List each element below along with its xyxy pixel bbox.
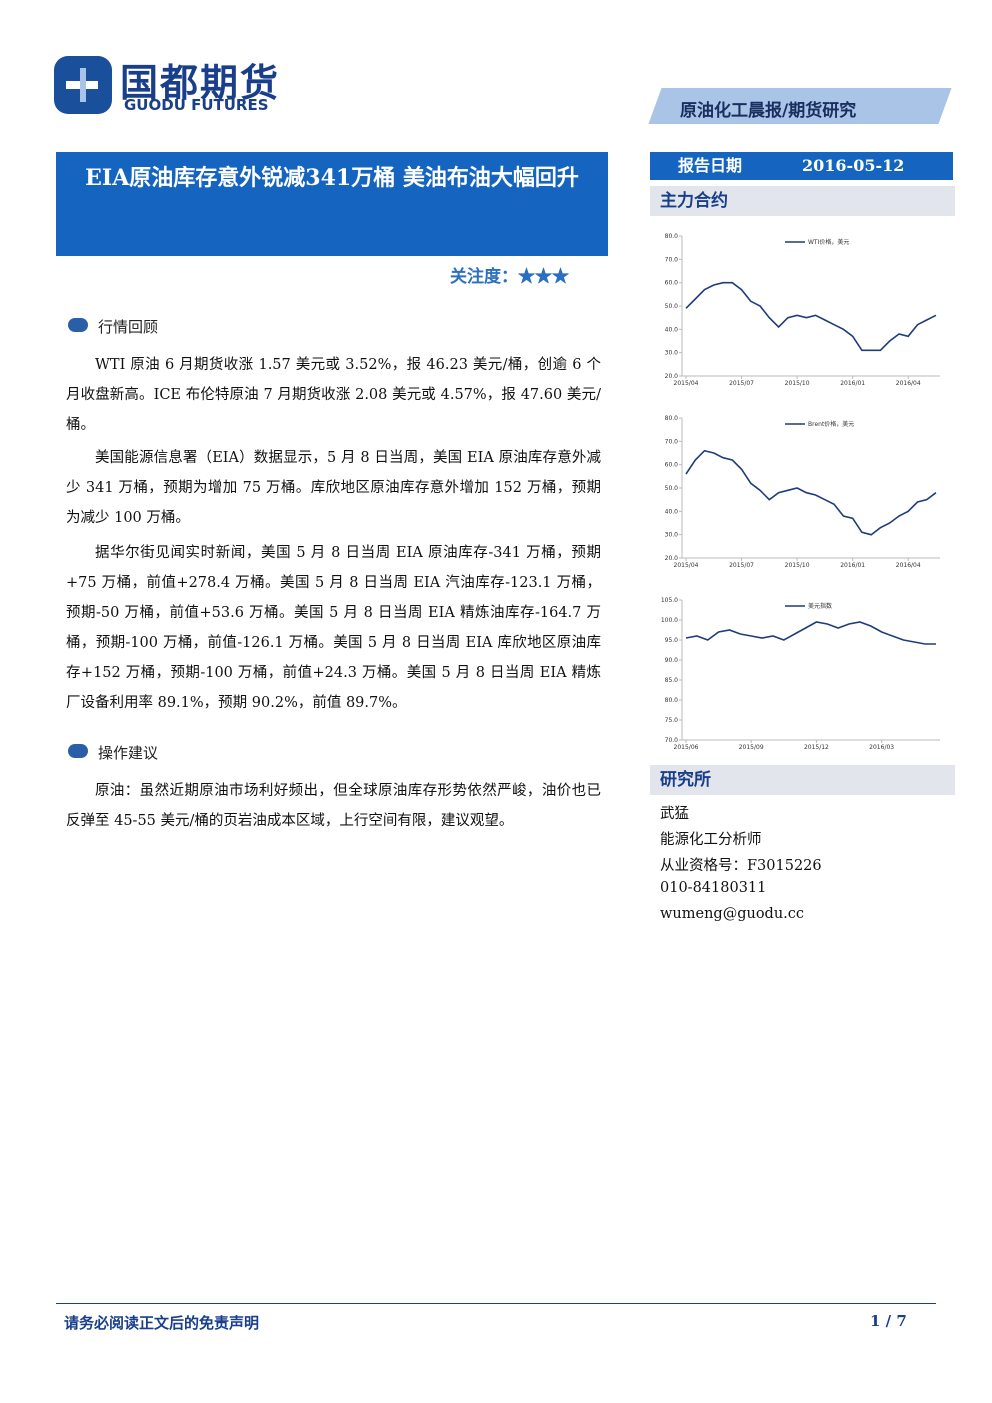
logo-icon <box>54 56 112 114</box>
y-tick-label: 20.0 <box>665 373 679 380</box>
x-tick-label: 2015/10 <box>785 380 810 387</box>
x-tick-label: 2015/07 <box>729 562 754 569</box>
y-tick-label: 80.0 <box>665 415 679 422</box>
x-tick-label: 2015/04 <box>674 380 699 387</box>
y-tick-label: 50.0 <box>665 303 679 310</box>
x-tick-label: 2015/04 <box>674 562 699 569</box>
x-tick-label: 2015/09 <box>739 744 764 751</box>
logo-text: 国都期货 <box>120 61 281 105</box>
paragraph: 据华尔街见闻实时新闻，美国 5 月 8 日当周 EIA 原油库存-341 万桶，… <box>66 545 601 711</box>
attention: 关注度：★★★ <box>450 262 569 287</box>
paragraph: 美国能源信息署（EIA）数据显示，5 月 8 日当周，美国 EIA 原油库存意外… <box>66 450 601 526</box>
chart: 20.0 30.0 40.0 50.0 60.0 70.0 80.0 2015/04 2015/… <box>665 415 940 569</box>
contract-bar: 主力合约 <box>650 186 955 216</box>
research-bar: 研究所 <box>650 765 955 795</box>
contact: 能源化工分析师 <box>660 832 762 848</box>
date-bar: 报告日期 2016-05-12 <box>650 152 953 180</box>
x-tick-label: 2016/04 <box>896 562 921 569</box>
y-tick-label: 40.0 <box>665 326 679 333</box>
x-tick-label: 2016/04 <box>896 380 921 387</box>
legend-label: WTI价格，美元 <box>808 238 849 246</box>
page-number: 1 / 7 <box>870 1312 907 1330</box>
date-label: 报告日期 <box>678 156 743 175</box>
x-tick-label: 2016/03 <box>869 744 894 751</box>
legend-label: Brent价格，美元 <box>808 420 854 428</box>
legend-label: 美元指数 <box>808 602 832 610</box>
contact: 武猛 <box>660 806 689 822</box>
series-line <box>685 449 937 536</box>
paragraph: 原油：虽然近期原油市场利好频出，但全球原油库存形势依然严峻，油价也已反弹至 45… <box>66 783 601 829</box>
x-tick-label: 2015/07 <box>729 380 754 387</box>
series-line <box>685 621 936 645</box>
y-tick-label: 80.0 <box>665 697 679 704</box>
y-tick-label: 70.0 <box>665 438 679 445</box>
contact: wumeng@guodu.cc <box>660 906 805 922</box>
y-tick-label: 60.0 <box>665 462 679 469</box>
contact: 010-84180311 <box>660 880 767 896</box>
y-tick-label: 70.0 <box>665 737 679 744</box>
section-icon <box>68 744 88 758</box>
section-icon <box>68 318 88 332</box>
paragraph: WTI 原油 6 月期货收涨 1.57 美元或 3.52%，报 46.23 美元… <box>66 357 601 433</box>
attention-label: 关注度： <box>450 267 518 287</box>
x-tick-label: 2015/12 <box>804 744 829 751</box>
y-tick-label: 20.0 <box>665 555 679 562</box>
chart: 20.0 30.0 40.0 50.0 60.0 70.0 80.0 2015/04 2015/… <box>665 233 940 387</box>
y-tick-label: 80.0 <box>665 233 679 240</box>
y-tick-label: 70.0 <box>665 256 679 263</box>
chart: 70.0 75.0 80.0 85.0 90.0 95.0 100.0 105.0 2015/0… <box>661 597 940 751</box>
series-line <box>685 281 937 352</box>
attention-stars: ★★★ <box>518 267 569 287</box>
x-tick-label: 2015/06 <box>674 744 699 751</box>
y-tick-label: 30.0 <box>665 350 679 357</box>
y-tick-label: 75.0 <box>665 717 679 724</box>
y-tick-label: 100.0 <box>661 617 678 624</box>
section-heading: 操作建议 <box>98 744 159 762</box>
x-tick-label: 2016/01 <box>840 562 865 569</box>
y-tick-label: 50.0 <box>665 485 679 492</box>
footer-rule <box>56 1303 936 1304</box>
section-heading: 行情回顾 <box>98 318 159 336</box>
contact: 从业资格号：F3015226 <box>660 858 822 874</box>
disclaimer: 请务必阅读正文后的免责声明 <box>64 1314 260 1332</box>
y-tick-label: 30.0 <box>665 532 679 539</box>
y-tick-label: 60.0 <box>665 280 679 287</box>
y-tick-label: 105.0 <box>661 597 678 604</box>
x-tick-label: 2016/01 <box>840 380 865 387</box>
report-title: EIA原油库存意外锐减341万桶 美油布油大幅回升 <box>56 152 608 256</box>
logo-english: GUODU FUTURES <box>124 96 269 114</box>
x-tick-label: 2015/10 <box>785 562 810 569</box>
y-tick-label: 95.0 <box>665 637 679 644</box>
banner-text: 原油化工晨报/期货研究 <box>680 101 857 121</box>
y-tick-label: 40.0 <box>665 508 679 515</box>
y-tick-label: 85.0 <box>665 677 679 684</box>
date: 2016-05-12 <box>802 156 905 175</box>
y-tick-label: 90.0 <box>665 657 679 664</box>
